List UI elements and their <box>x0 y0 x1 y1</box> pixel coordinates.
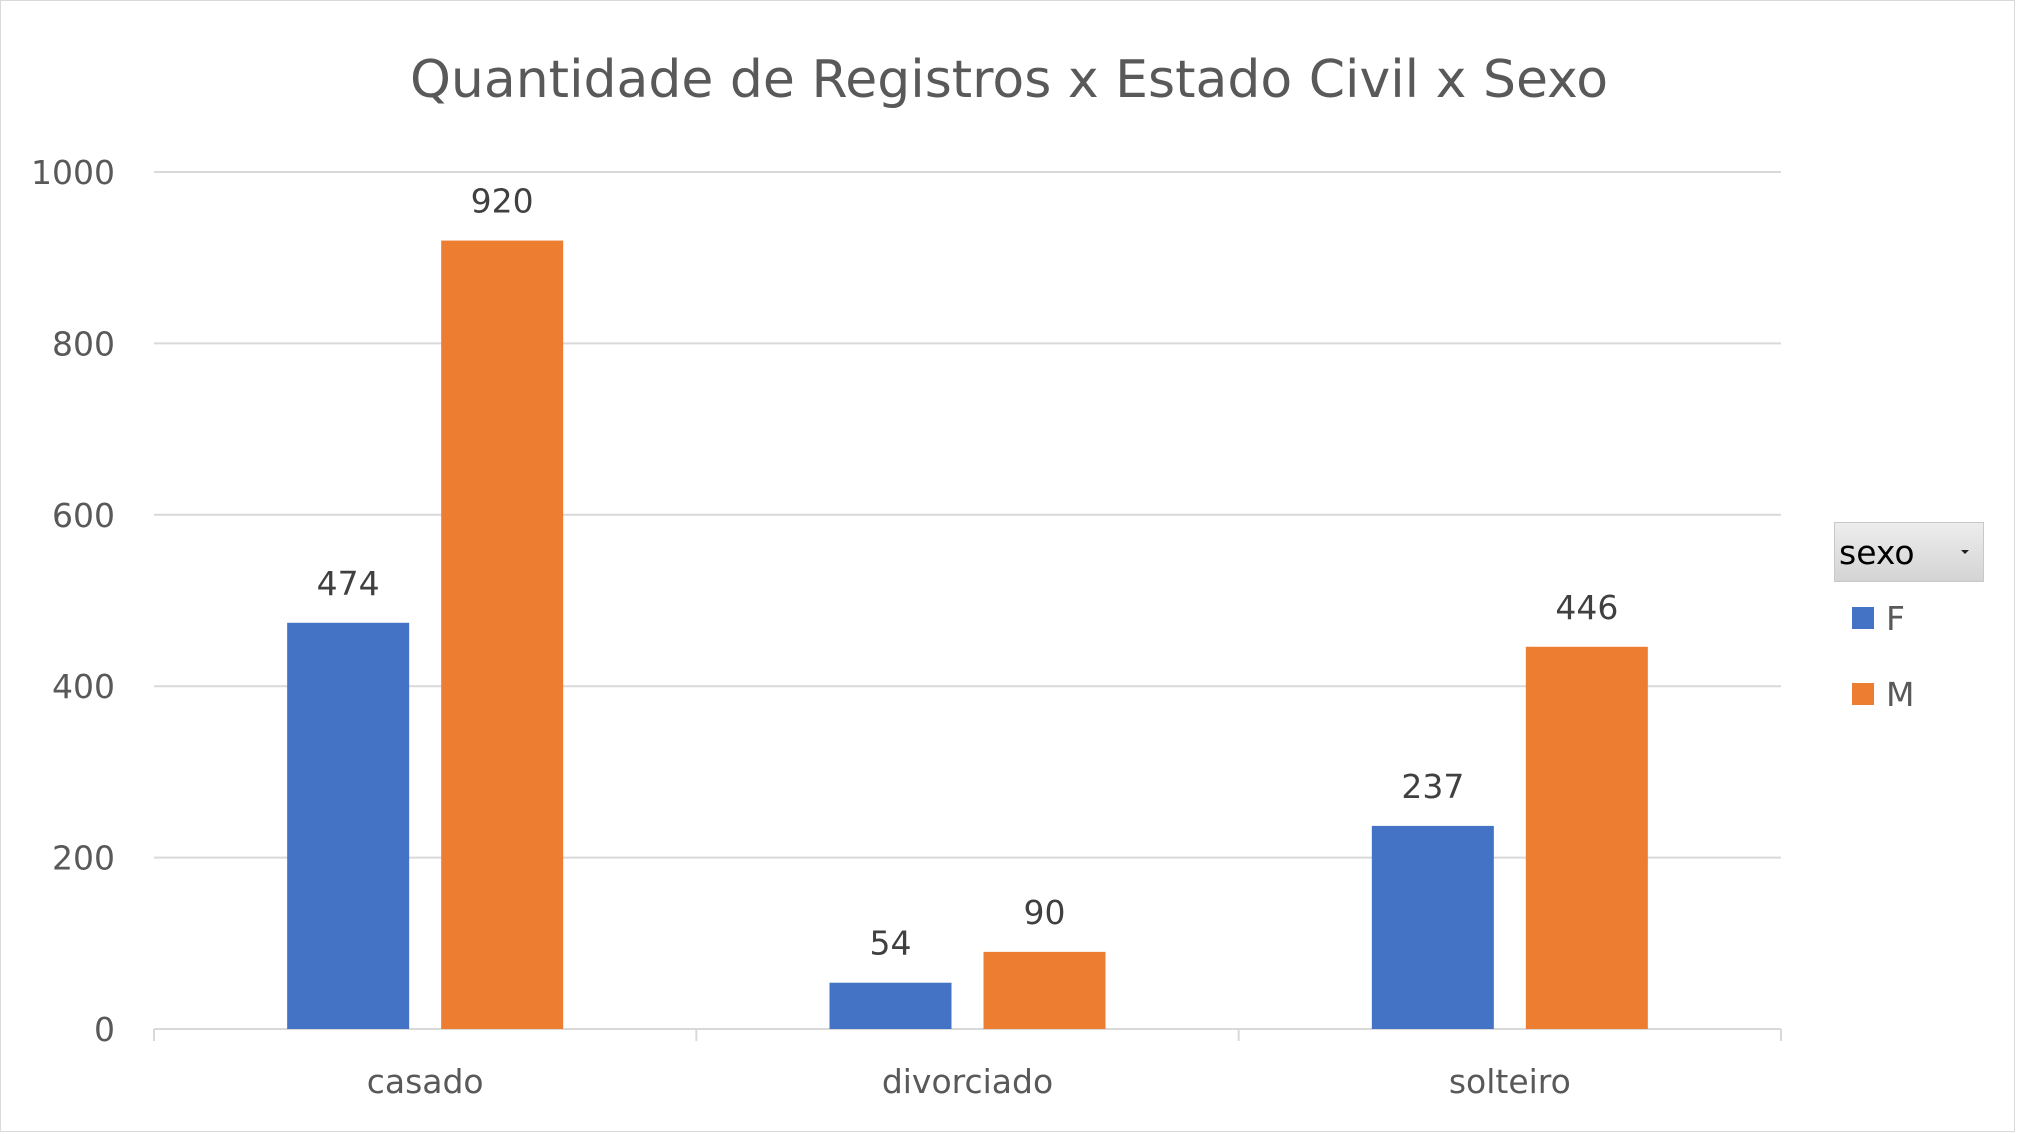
category-label: solteiro <box>1449 1062 1571 1101</box>
category-label: casado <box>367 1062 484 1101</box>
legend-item-m: M <box>1834 674 1984 714</box>
bar-f-casado <box>287 622 410 1029</box>
chevron-down-icon[interactable] <box>1961 550 1969 554</box>
y-tick-label: 1000 <box>31 153 115 192</box>
data-labels: 474 920 54 90 237 446 <box>317 182 1619 963</box>
data-label: 920 <box>471 182 534 221</box>
legend-item-f: F <box>1834 598 1984 638</box>
bar-m-solteiro <box>1525 646 1648 1029</box>
x-axis <box>153 1028 1782 1041</box>
legend-label-f: F <box>1886 598 1905 638</box>
legend-label-m: M <box>1886 674 1915 714</box>
bars <box>287 240 1648 1029</box>
data-label: 474 <box>317 564 380 603</box>
y-tick-label: 0 <box>94 1010 115 1049</box>
y-tick-label: 200 <box>52 839 115 878</box>
data-label: 90 <box>1024 893 1066 932</box>
bar-m-divorciado <box>983 951 1106 1029</box>
y-axis-ticks: 0 200 400 600 800 1000 <box>31 153 115 1049</box>
chart-title: Quantidade de Registros x Estado Civil x… <box>410 50 1608 110</box>
gridlines <box>154 171 1781 859</box>
legend-filter-button[interactable]: sexo <box>1834 522 1984 582</box>
y-tick-label: 800 <box>52 324 115 363</box>
data-label: 54 <box>870 924 912 963</box>
category-label: divorciado <box>882 1062 1053 1101</box>
data-label: 237 <box>1401 767 1464 806</box>
bar-m-casado <box>441 240 564 1029</box>
legend-swatch-m <box>1852 683 1874 705</box>
bar-f-solteiro <box>1371 825 1494 1029</box>
data-label: 446 <box>1555 588 1618 627</box>
bar-f-divorciado <box>829 982 952 1029</box>
legend-swatch-f <box>1852 607 1874 629</box>
legend-title: sexo <box>1839 532 1915 572</box>
category-labels: casado divorciado solteiro <box>367 1062 1571 1101</box>
y-tick-label: 600 <box>52 496 115 535</box>
legend: sexo F M <box>1834 522 1984 714</box>
y-tick-label: 400 <box>52 667 115 706</box>
